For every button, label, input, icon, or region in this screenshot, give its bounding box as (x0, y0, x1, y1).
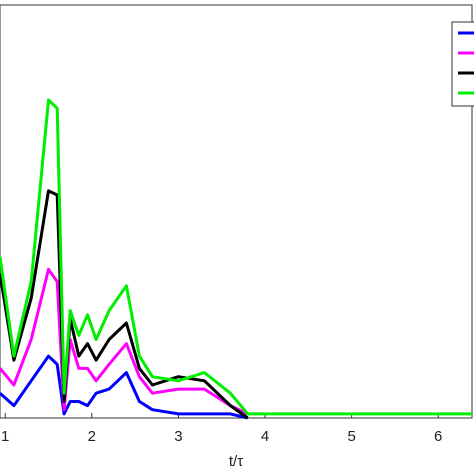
series-line (0, 189, 249, 420)
x-axis-label: t/τ (229, 453, 243, 470)
x-tick-label: 1 (1, 428, 9, 445)
series-line (0, 98, 472, 416)
series-line (0, 267, 249, 416)
legend-box (451, 21, 474, 107)
plot-frame (0, 4, 473, 419)
x-tick-label: 5 (347, 428, 355, 445)
x-tick-label: 2 (88, 428, 96, 445)
x-tick-label: 6 (434, 428, 442, 445)
x-tick-label: 4 (261, 428, 269, 445)
x-tick-label: 3 (174, 428, 182, 445)
series-line (0, 354, 249, 420)
